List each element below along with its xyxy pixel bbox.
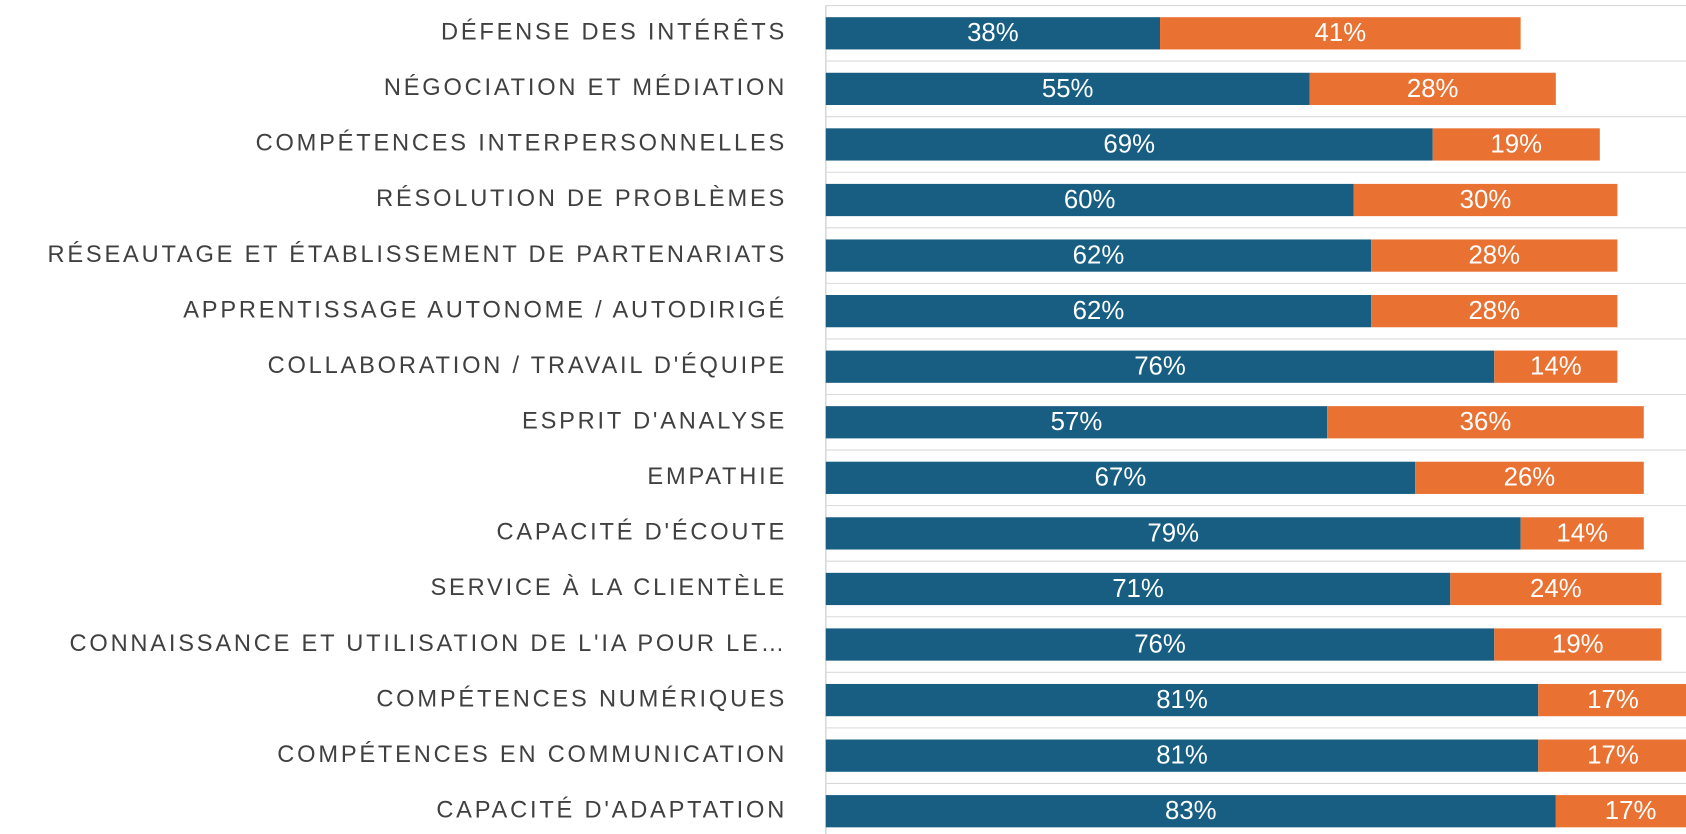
bar-segment [825, 295, 1372, 328]
bar-segment [825, 183, 1354, 217]
bar-segment [825, 739, 1539, 772]
category-label: ESPRIT D'ANALYSE [522, 409, 787, 435]
category-label: COMPÉTENCES NUMÉRIQUES [376, 685, 787, 712]
bar-segment [1415, 461, 1644, 494]
bar-segment [825, 128, 1433, 161]
bar-segment [825, 795, 1556, 828]
category-label: APPRENTISSAGE AUTONOME / AUTODIRIGÉ [183, 296, 787, 323]
value-label: 60% [1064, 186, 1116, 214]
category-label: EMPATHIE [647, 464, 787, 490]
category-label: SERVICE À LA CLIENTÈLE [431, 574, 788, 601]
value-label: 62% [1073, 297, 1125, 325]
value-label: 30% [1460, 186, 1512, 214]
bar-segment [825, 350, 1495, 383]
value-label: 19% [1490, 130, 1542, 158]
bar-segment [1520, 517, 1644, 550]
bar-segment [825, 517, 1521, 550]
category-label: COMPÉTENCES INTERPERSONNELLES [256, 130, 787, 157]
bar-segment [1309, 72, 1556, 106]
bar-segment [825, 683, 1539, 717]
bar-segment [825, 72, 1310, 106]
value-label: 17% [1587, 742, 1639, 770]
value-label: 76% [1134, 630, 1186, 658]
category-label: CAPACITÉ D'ÉCOUTE [497, 519, 788, 546]
value-label: 28% [1468, 297, 1520, 325]
bar-segment [825, 406, 1328, 439]
bar-segment [1538, 739, 1686, 772]
bar-segment [825, 628, 1495, 661]
category-label: NÉGOCIATION ET MÉDIATION [384, 74, 787, 101]
value-label: 38% [967, 19, 1019, 47]
bar-segment [1450, 572, 1662, 606]
value-label: 28% [1468, 241, 1520, 269]
bar-segment [825, 572, 1451, 606]
value-label: 69% [1103, 130, 1155, 158]
value-label: 62% [1073, 241, 1125, 269]
value-label: 26% [1504, 464, 1556, 492]
value-label: 83% [1165, 797, 1217, 825]
category-label: RÉSOLUTION DE PROBLÈMES [376, 185, 787, 212]
value-label: 81% [1156, 686, 1208, 714]
category-label: RÉSEAUTAGE ET ÉTABLISSEMENT DE PARTENARI… [48, 241, 788, 268]
value-label: 76% [1134, 353, 1186, 381]
value-label: 24% [1530, 575, 1582, 603]
value-label: 19% [1552, 630, 1604, 658]
value-label: 41% [1315, 19, 1367, 47]
bar-segment [825, 239, 1372, 272]
category-label: DÉFENSE DES INTÉRÊTS [441, 19, 787, 46]
bar-segment [1371, 295, 1618, 328]
value-label: 57% [1051, 408, 1103, 436]
category-label: COMPÉTENCES EN COMMUNICATION [277, 741, 787, 768]
value-label: 17% [1587, 686, 1639, 714]
bar-segment [1494, 350, 1618, 383]
value-label: 14% [1530, 353, 1582, 381]
bar-segment [825, 17, 1161, 50]
bar-segment [1538, 683, 1686, 717]
category-label: CAPACITÉ D'ADAPTATION [436, 796, 787, 823]
bar-segment [1555, 795, 1686, 828]
bar-segment [1353, 183, 1618, 217]
value-label: 17% [1605, 797, 1657, 825]
value-label: 28% [1407, 75, 1459, 103]
bar-segment [1371, 239, 1618, 272]
bar-segment [1327, 406, 1644, 439]
category-label: CONNAISSANCE ET UTILISATION DE L'IA POUR… [70, 631, 788, 657]
bar-segment [825, 461, 1416, 494]
value-label: 71% [1112, 575, 1164, 603]
bar-segment [1494, 628, 1662, 661]
value-label: 55% [1042, 75, 1094, 103]
bar-segment [1160, 17, 1521, 50]
value-label: 81% [1156, 742, 1208, 770]
value-label: 14% [1556, 519, 1608, 547]
bar-segment [1432, 128, 1600, 161]
category-label: COLLABORATION / TRAVAIL D'ÉQUIPE [268, 352, 787, 379]
value-label: 79% [1147, 519, 1199, 547]
value-label: 36% [1460, 408, 1512, 436]
value-label: 67% [1095, 464, 1147, 492]
